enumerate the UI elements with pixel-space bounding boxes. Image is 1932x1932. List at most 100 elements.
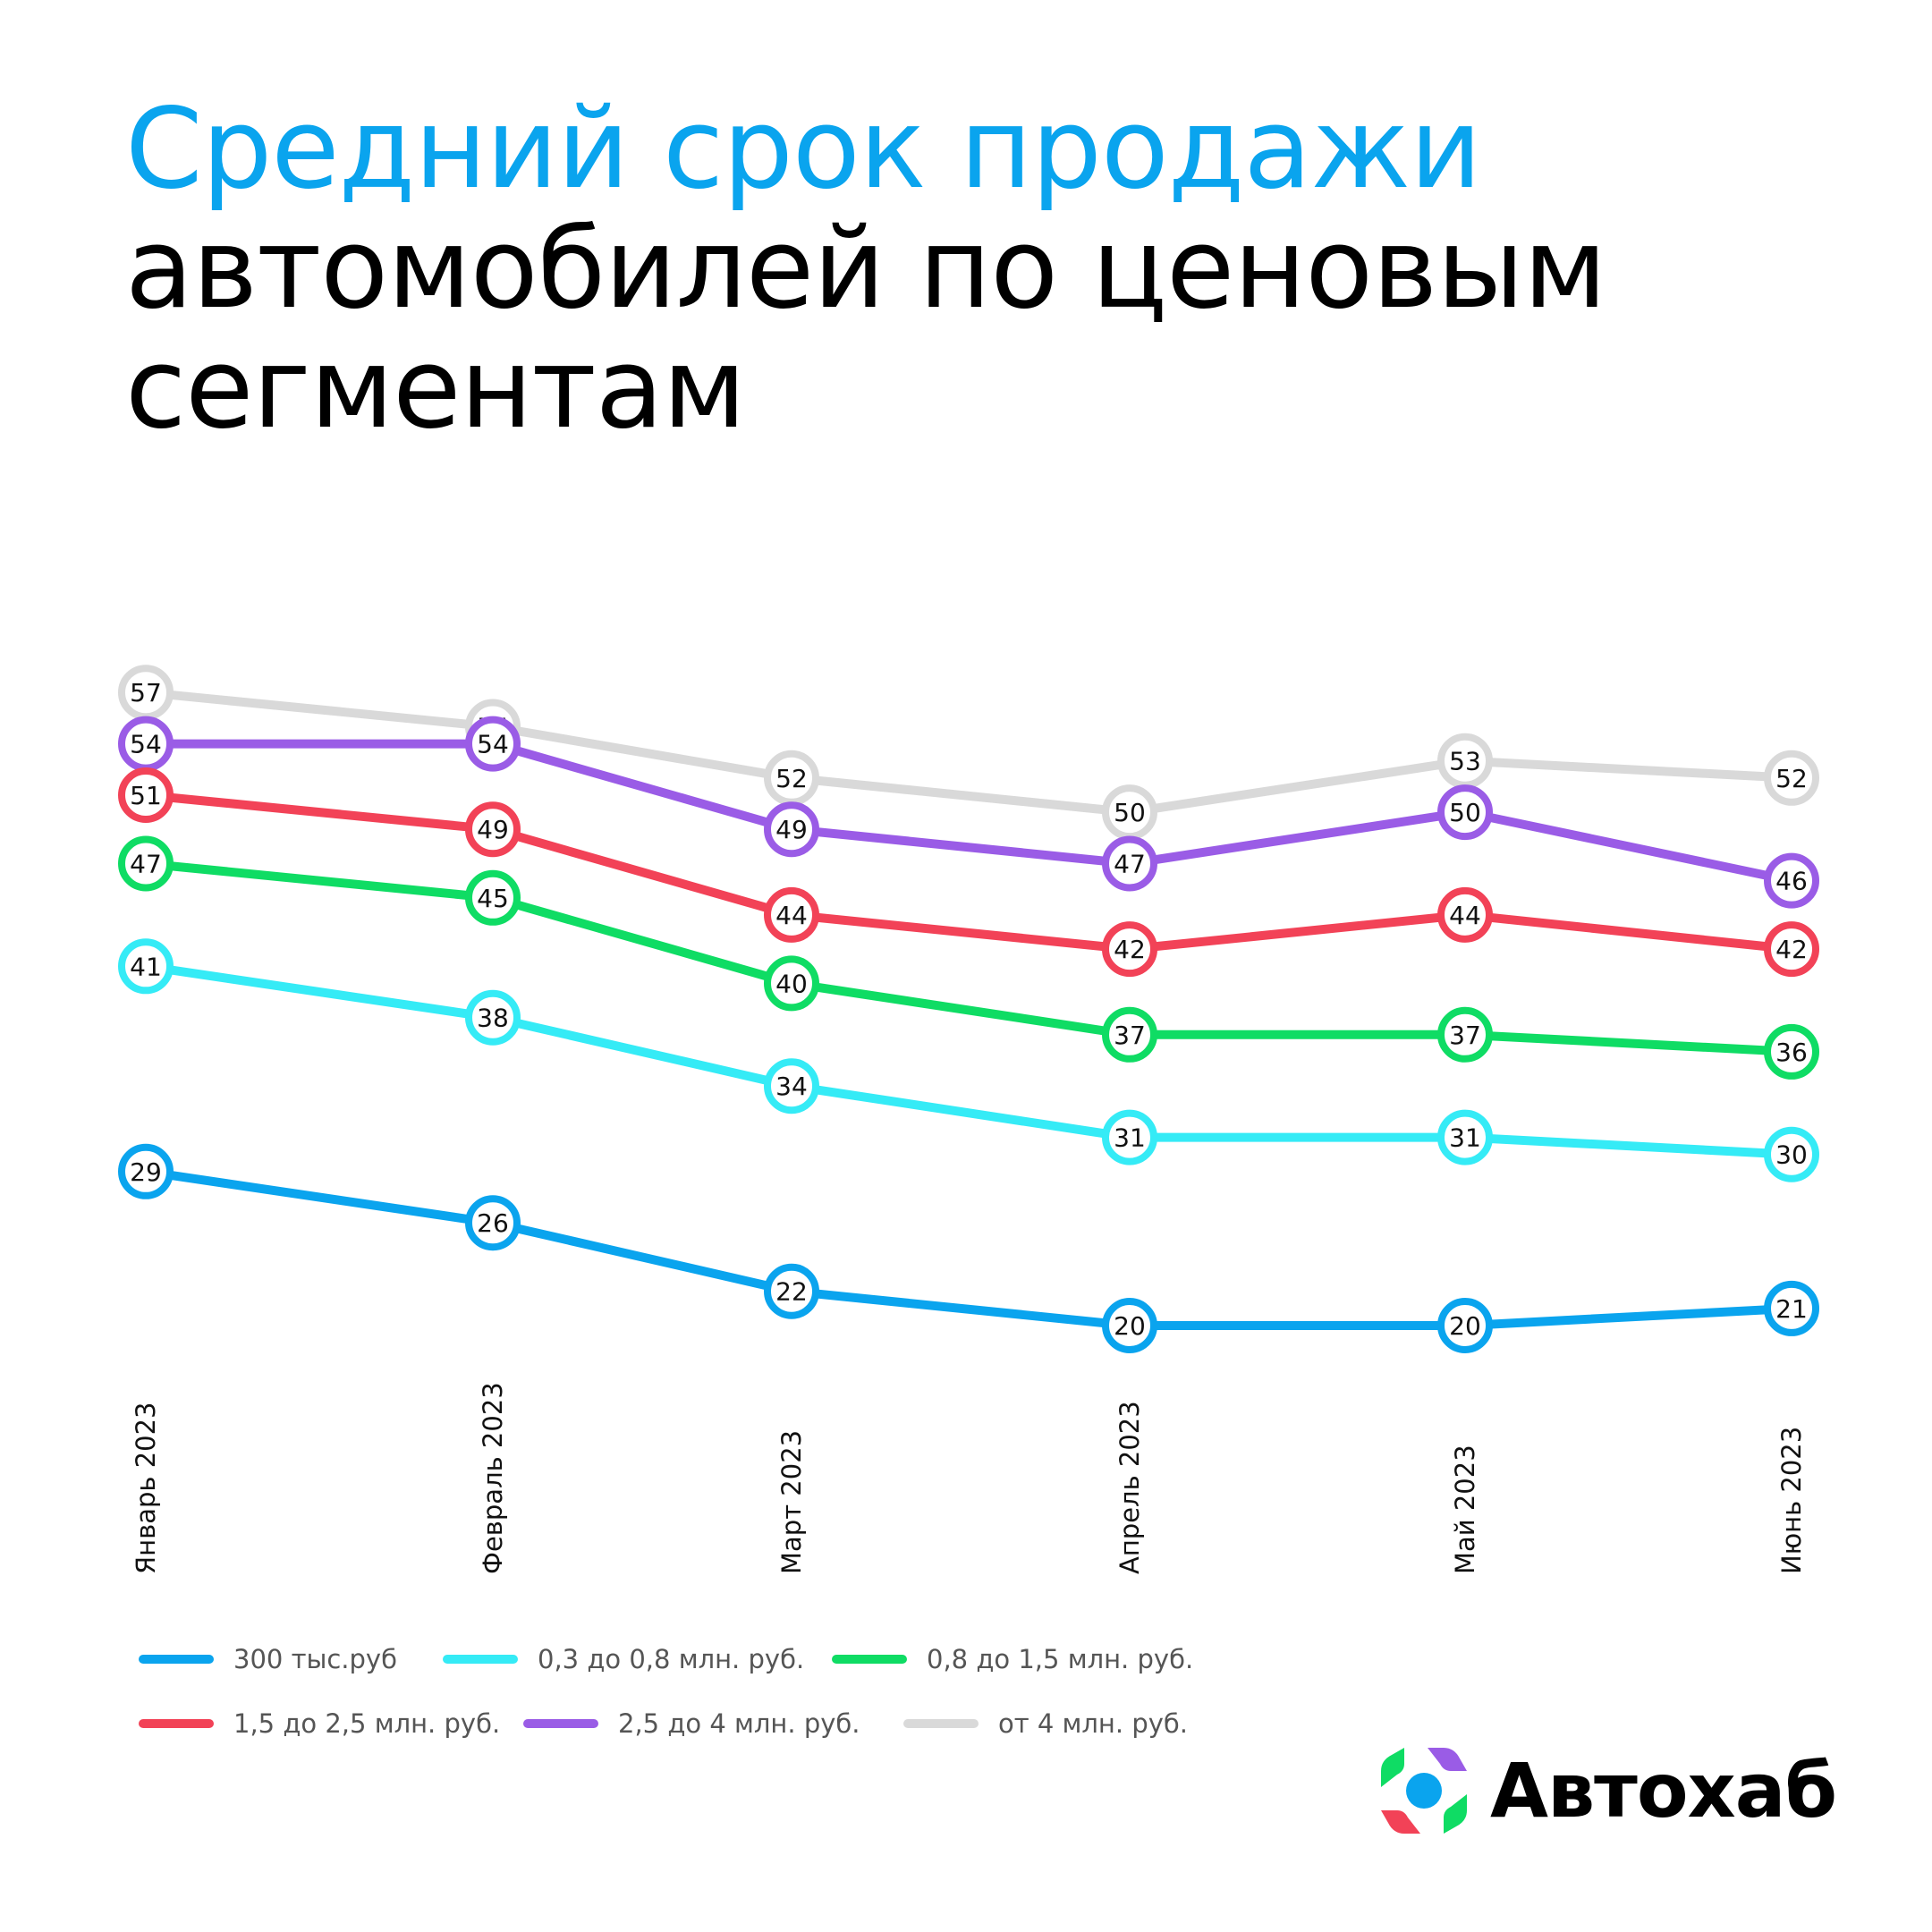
data-label: 26 — [477, 1208, 509, 1238]
chart-title: Средний срок продажи автомобилей по цено… — [125, 85, 1607, 453]
legend-label: 2,5 до 4 млн. руб. — [618, 1708, 860, 1739]
data-point — [1437, 1298, 1493, 1353]
data-label: 31 — [1114, 1123, 1146, 1153]
data-point — [1764, 852, 1819, 909]
data-label: 51 — [130, 781, 162, 810]
data-point — [1102, 921, 1157, 978]
data-label: 38 — [477, 1004, 509, 1033]
data-point — [465, 716, 521, 772]
data-point — [1764, 921, 1819, 978]
legend-label: 0,8 до 1,5 млн. руб. — [927, 1644, 1194, 1674]
data-label: 37 — [1449, 1021, 1481, 1050]
legend-label: 0,3 до 0,8 млн. руб. — [538, 1644, 805, 1674]
data-label: 52 — [775, 764, 808, 793]
data-point — [118, 1143, 174, 1199]
data-label: 22 — [775, 1277, 808, 1307]
data-point — [1437, 1006, 1493, 1063]
data-label: 52 — [1775, 764, 1808, 793]
legend-item: 300 тыс.руб — [139, 1641, 397, 1677]
data-label: 47 — [1114, 850, 1146, 879]
data-label: 42 — [1114, 935, 1146, 964]
series-line-2 — [141, 791, 1796, 954]
data-point — [1437, 784, 1493, 841]
legend-item: 0,3 до 0,8 млн. руб. — [443, 1641, 804, 1677]
title-line-3: сегментам — [125, 325, 746, 453]
series-line-4 — [141, 962, 1796, 1159]
data-label: 44 — [775, 901, 808, 930]
data-point — [1102, 835, 1157, 892]
data-label: 49 — [775, 815, 808, 844]
data-point — [764, 955, 819, 1012]
legend-label: от 4 млн. руб. — [998, 1708, 1189, 1739]
data-label: 53 — [1449, 747, 1481, 776]
legend-swatch — [523, 1719, 598, 1728]
data-label: 57 — [130, 678, 162, 708]
legend-swatch — [139, 1719, 214, 1728]
legend-swatch — [139, 1655, 214, 1664]
x-tick-label: Апрель 2023 — [1114, 1401, 1145, 1574]
x-tick-label: Май 2023 — [1450, 1445, 1480, 1574]
x-tick-label: Март 2023 — [776, 1430, 807, 1574]
data-label: 42 — [1775, 935, 1808, 964]
data-label: 49 — [477, 815, 509, 844]
data-label: 34 — [775, 1072, 808, 1101]
series-line-3 — [141, 859, 1796, 1056]
title-line-1: Средний срок продажи — [125, 85, 1482, 214]
data-point — [1437, 1109, 1493, 1165]
data-label: 46 — [1775, 867, 1808, 896]
data-label: 47 — [130, 850, 162, 879]
legend-swatch — [443, 1655, 518, 1664]
data-label: 36 — [1775, 1038, 1808, 1067]
legend-item: 0,8 до 1,5 млн. руб. — [832, 1641, 1193, 1677]
series-line-1 — [141, 739, 1796, 886]
data-label: 20 — [1449, 1311, 1481, 1341]
data-point — [764, 801, 819, 858]
data-label: 41 — [130, 952, 162, 981]
x-tick-label: Июнь 2023 — [1776, 1427, 1807, 1574]
data-label: 54 — [130, 730, 162, 759]
title-line-2: автомобилей по ценовым — [125, 205, 1607, 334]
data-point — [118, 938, 174, 995]
data-label: 45 — [477, 884, 509, 913]
data-label: 50 — [1449, 798, 1481, 827]
x-tick-label: Февраль 2023 — [478, 1382, 508, 1574]
data-point — [1102, 1298, 1157, 1353]
data-point — [764, 1263, 819, 1319]
data-label: 40 — [775, 969, 808, 998]
data-point — [1437, 886, 1493, 943]
data-point — [118, 835, 174, 892]
brand-name: Автохаб — [1490, 1747, 1837, 1835]
legend-label: 300 тыс.руб — [233, 1644, 397, 1674]
legend-swatch — [832, 1655, 907, 1664]
data-point — [1764, 750, 1819, 806]
line-chart: 5755525053525454494750465149444244424745… — [118, 665, 1819, 1575]
x-tick-label: Январь 2023 — [131, 1402, 161, 1575]
data-point — [465, 801, 521, 858]
data-point — [1764, 1126, 1819, 1182]
legend-item: 1,5 до 2,5 млн. руб. — [139, 1706, 500, 1741]
data-point — [1102, 1006, 1157, 1063]
data-label: 44 — [1449, 901, 1481, 930]
data-point — [465, 869, 521, 926]
data-point — [1764, 1280, 1819, 1336]
data-label: 21 — [1775, 1294, 1808, 1324]
data-label: 50 — [1114, 798, 1146, 827]
data-label: 30 — [1775, 1140, 1808, 1170]
data-label: 20 — [1114, 1311, 1146, 1341]
legend-swatch — [903, 1719, 979, 1728]
data-label: 29 — [130, 1157, 162, 1187]
data-label: 54 — [477, 730, 509, 759]
data-label: 31 — [1449, 1123, 1481, 1153]
autohub-logo-icon — [1381, 1748, 1467, 1834]
data-point — [1764, 1023, 1819, 1080]
data-point — [764, 886, 819, 943]
data-point — [118, 767, 174, 823]
data-point — [465, 989, 521, 1046]
data-point — [764, 1058, 819, 1114]
data-point — [1102, 1109, 1157, 1165]
series-line-5 — [141, 1166, 1796, 1330]
data-label: 37 — [1114, 1021, 1146, 1050]
brand-logo: Автохаб — [1377, 1744, 1837, 1837]
series-line-0 — [141, 688, 1796, 818]
legend-item: от 4 млн. руб. — [903, 1706, 1188, 1741]
